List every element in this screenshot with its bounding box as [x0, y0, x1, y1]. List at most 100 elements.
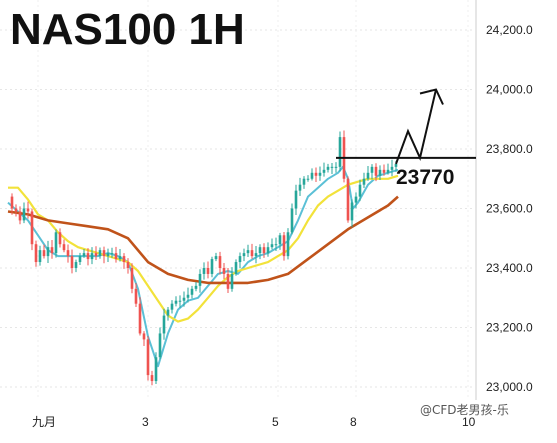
- candle: [42, 244, 46, 259]
- candle: [254, 245, 258, 264]
- candle: [138, 297, 142, 336]
- candle: [166, 306, 170, 321]
- candle: [202, 262, 206, 280]
- candle: [382, 164, 386, 176]
- candle-body: [350, 202, 354, 221]
- candle: [258, 244, 262, 260]
- candle: [246, 244, 250, 257]
- candle: [158, 327, 162, 360]
- candle: [106, 248, 110, 263]
- candle-body: [62, 244, 66, 251]
- candle: [238, 252, 242, 269]
- candle-body: [186, 294, 190, 298]
- candle-body: [158, 333, 162, 358]
- candle: [118, 248, 122, 262]
- candle-body: [138, 303, 142, 334]
- projection-arrow-head: [419, 88, 444, 105]
- candle: [178, 295, 182, 308]
- series-line-ma_fast: [7, 165, 399, 368]
- candle-body: [394, 163, 398, 167]
- candle-body: [110, 253, 114, 255]
- chart-title: NAS100 1H: [10, 5, 245, 54]
- candle-body: [234, 262, 238, 274]
- candle-body: [254, 253, 258, 257]
- candle: [386, 163, 390, 175]
- candle-body: [290, 208, 294, 233]
- candle-body: [322, 169, 326, 173]
- candle-body: [246, 250, 250, 254]
- candle: [26, 201, 30, 219]
- candle: [14, 204, 18, 217]
- candle: [318, 166, 322, 181]
- candle: [262, 243, 266, 258]
- candle-body: [310, 172, 314, 179]
- candle: [346, 176, 350, 223]
- candle-body: [390, 166, 394, 170]
- candle: [150, 370, 154, 386]
- candle-body: [22, 208, 26, 221]
- candle-body: [298, 184, 302, 191]
- candle-body: [86, 253, 90, 260]
- candle: [310, 168, 314, 181]
- candle-body: [190, 288, 194, 295]
- y-tick-label: 23,200.0: [486, 321, 533, 335]
- candle-body: [202, 268, 206, 274]
- candle: [270, 238, 274, 250]
- candle: [38, 245, 42, 266]
- candle-body: [358, 184, 362, 197]
- candle-body: [306, 178, 310, 180]
- candle-body: [274, 244, 278, 246]
- y-tick-label: 23,400.0: [486, 261, 533, 275]
- candle: [146, 336, 150, 381]
- candle-body: [142, 333, 146, 340]
- candle-body: [162, 315, 166, 334]
- candle-body: [150, 375, 154, 382]
- candle: [126, 258, 130, 274]
- candle-body: [278, 235, 282, 245]
- candle-body: [294, 190, 298, 209]
- candle: [234, 259, 238, 276]
- level-label: 23770: [396, 166, 454, 189]
- candle-body: [262, 247, 266, 254]
- candle-body: [14, 208, 18, 212]
- candle: [274, 237, 278, 252]
- candle-body: [330, 166, 334, 168]
- candle: [54, 229, 58, 258]
- candle: [374, 163, 378, 182]
- candle: [66, 244, 70, 263]
- candle-body: [374, 166, 378, 176]
- candle: [30, 208, 34, 251]
- candle: [34, 240, 38, 267]
- candle-body: [170, 303, 174, 310]
- candle: [250, 243, 254, 259]
- candle: [370, 164, 374, 180]
- candle: [170, 300, 174, 314]
- candle: [78, 252, 82, 266]
- candle-body: [194, 285, 198, 289]
- candle: [98, 247, 102, 259]
- candle: [362, 172, 366, 188]
- candle-body: [314, 172, 318, 176]
- candle-body: [346, 178, 350, 221]
- candle: [102, 246, 106, 264]
- candle-body: [378, 169, 382, 176]
- candle-body: [78, 256, 82, 263]
- candle-body: [258, 247, 262, 254]
- candle-body: [134, 288, 138, 304]
- candle-body: [102, 250, 106, 257]
- candle: [82, 248, 86, 258]
- candle-body: [18, 211, 22, 221]
- series-line-ma_slow: [7, 195, 399, 285]
- y-tick-label: 24,000.0: [486, 83, 533, 97]
- candle-body: [282, 235, 286, 257]
- candle-body: [130, 268, 134, 289]
- x-tick-label: 九月: [32, 415, 56, 429]
- grid-lines: [0, 0, 477, 400]
- candle: [186, 287, 190, 303]
- candle-body: [370, 166, 374, 173]
- candle-body: [250, 250, 254, 257]
- candle-body: [10, 196, 14, 209]
- candle-body: [226, 273, 230, 289]
- candle: [390, 159, 394, 177]
- candle: [154, 352, 158, 385]
